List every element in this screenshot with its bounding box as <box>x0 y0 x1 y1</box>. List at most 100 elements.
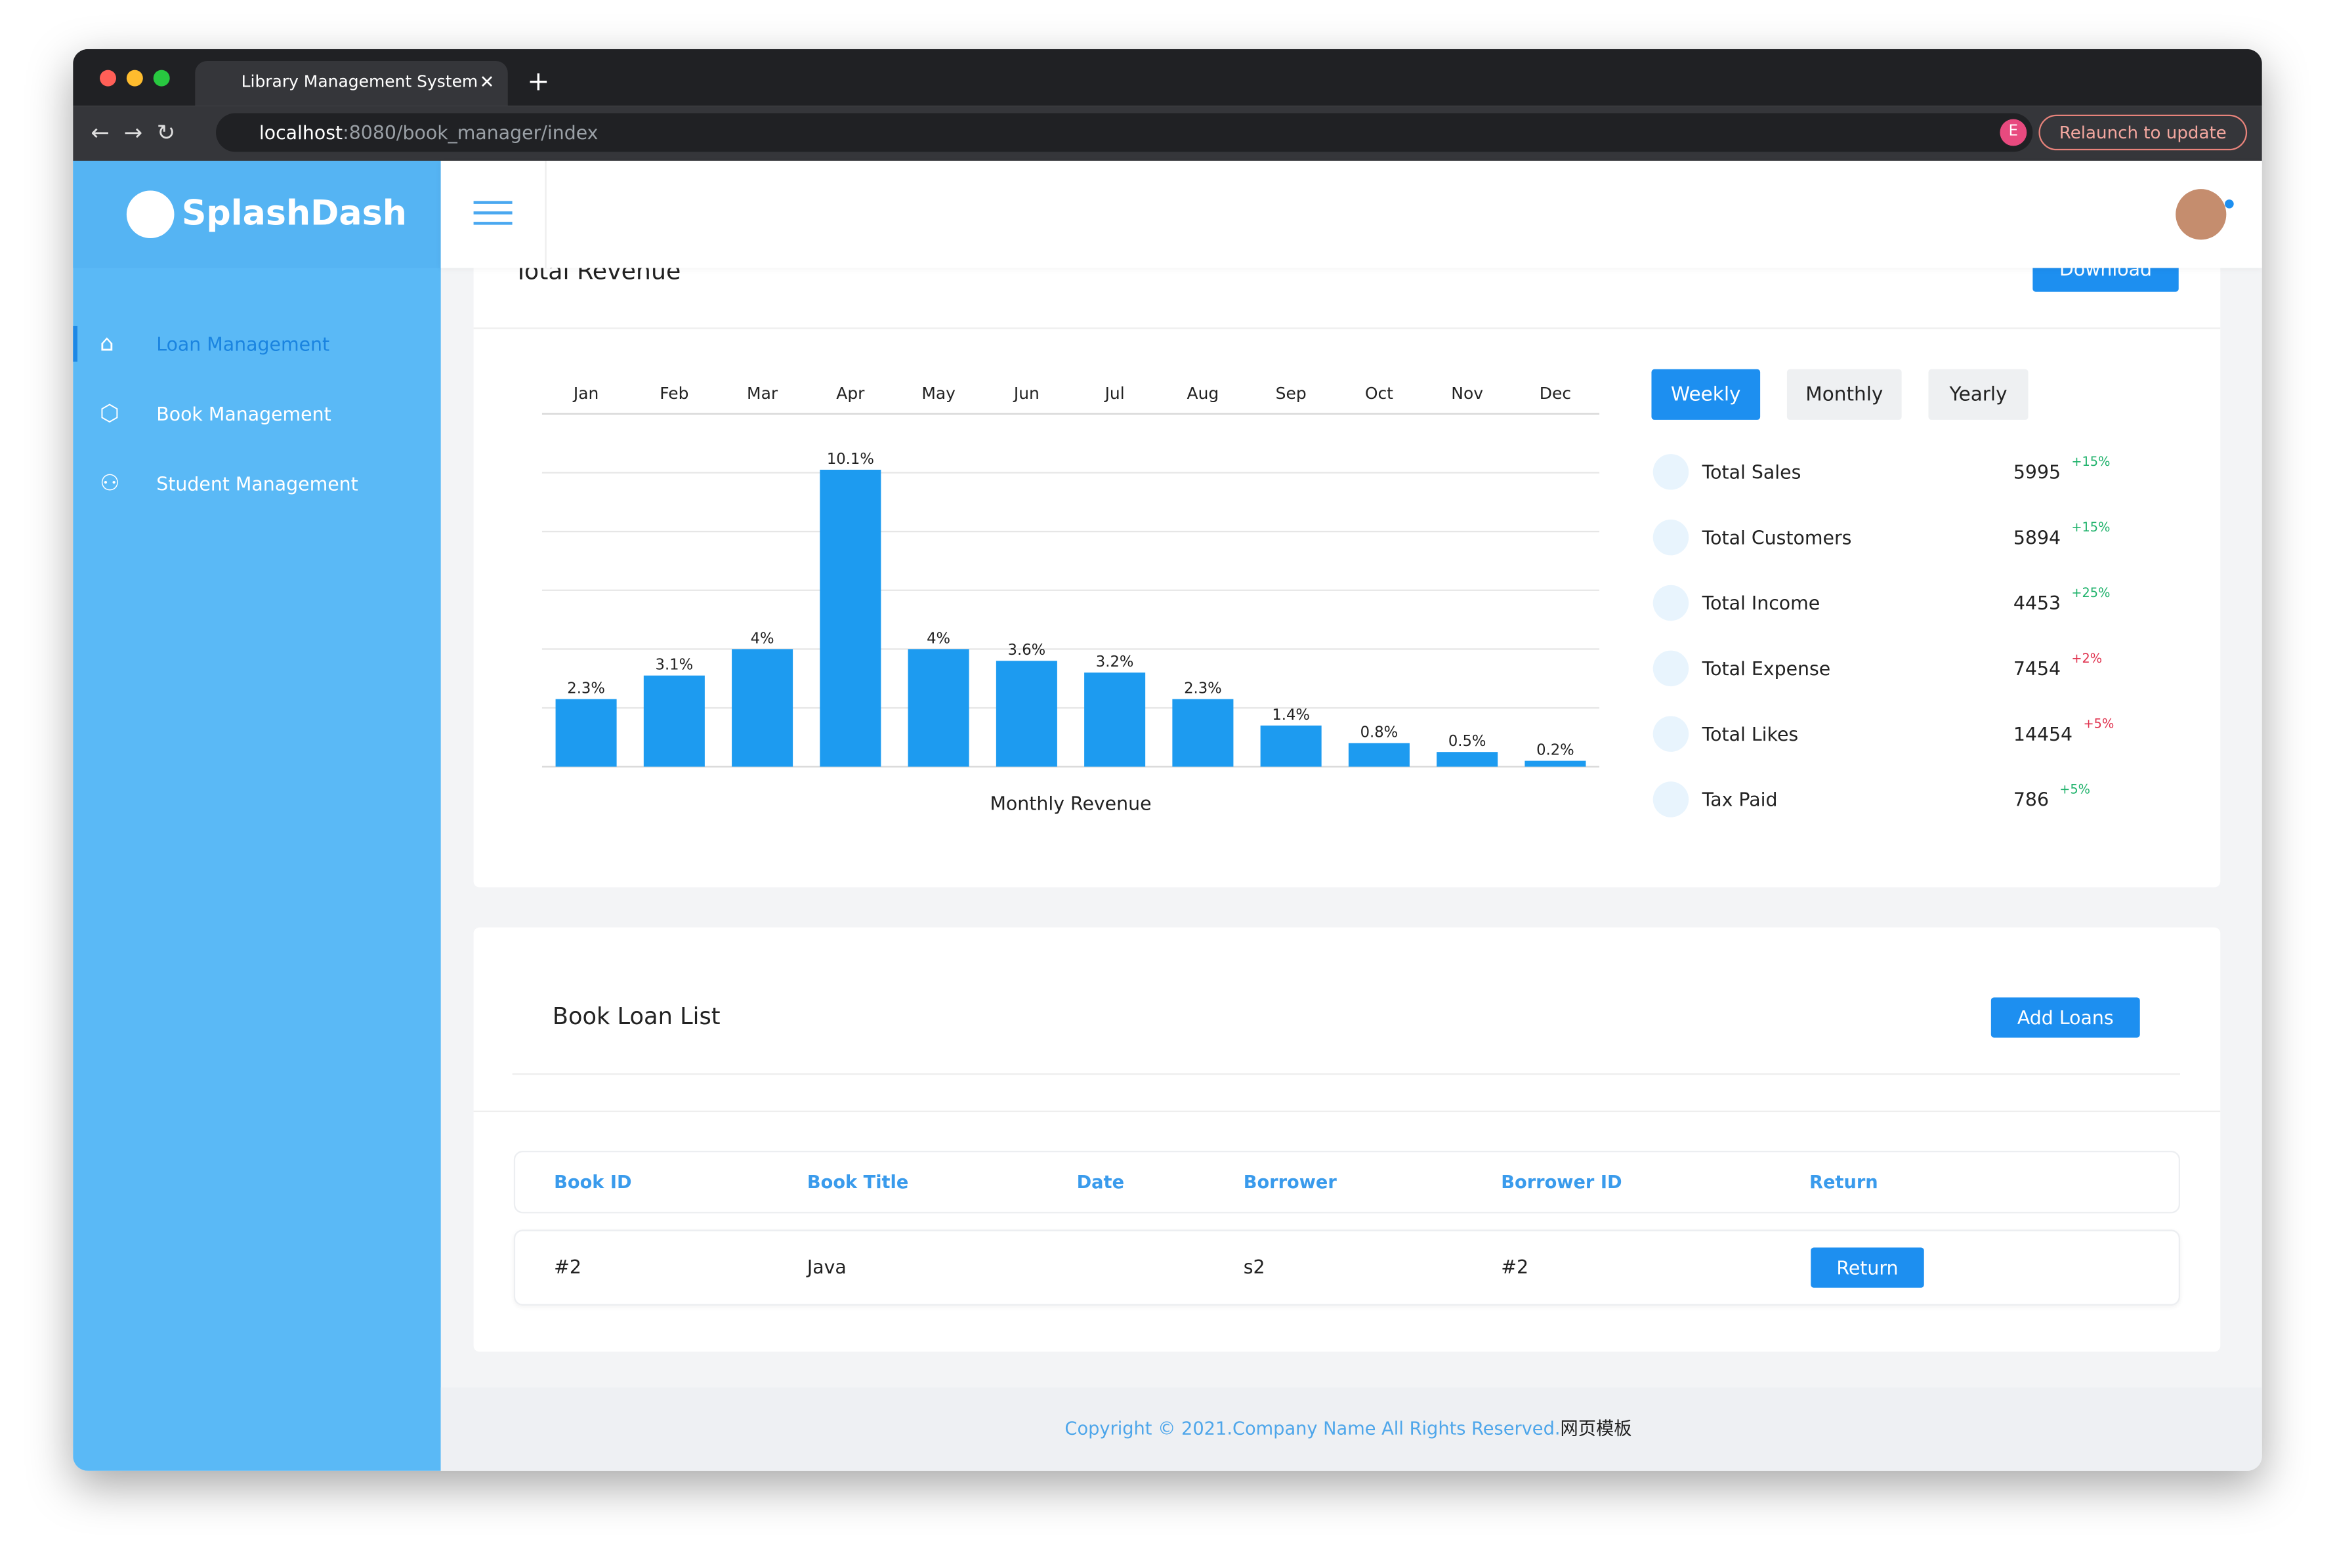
value-label: 2.3% <box>1184 680 1222 697</box>
stat-icon <box>1652 585 1689 621</box>
stat-value: 786 <box>2013 788 2050 811</box>
stat-icon <box>1652 650 1689 687</box>
x-tick-label: Jul <box>1104 384 1125 403</box>
logo-icon <box>126 190 175 239</box>
table-header-cell: Book ID <box>554 1171 632 1193</box>
menu-item[interactable]: Student Management <box>156 472 358 495</box>
table-header-cell: Book Title <box>807 1171 909 1193</box>
tab-close[interactable]: ✕ <box>479 71 495 93</box>
avatar[interactable] <box>2176 189 2227 240</box>
table-header <box>513 1151 2181 1214</box>
stat-change: +5% <box>2059 783 2090 798</box>
stat-icon <box>1652 454 1689 490</box>
divider <box>473 327 2221 329</box>
x-axis-label: Monthly Revenue <box>990 793 1151 814</box>
tab[interactable] <box>195 61 508 106</box>
value-label: 2.3% <box>567 680 605 697</box>
value-label: 3.1% <box>656 657 694 674</box>
url[interactable]: localhost:8080/book_manager/index <box>259 121 599 144</box>
url-field[interactable] <box>216 113 2033 152</box>
value-label: 0.5% <box>1448 733 1486 750</box>
tab-button[interactable]: Weekly <box>1651 369 1761 420</box>
copyright: Copyright © 2021.Company Name All Rights… <box>1064 1415 1631 1441</box>
footer-link[interactable]: 网页模板 <box>1560 1418 1632 1439</box>
divider <box>545 161 547 268</box>
url-path: :8080/book_manager/index <box>343 121 599 144</box>
table-row <box>513 1229 2181 1306</box>
x-tick-label: Jan <box>572 384 599 403</box>
x-tick-label: Apr <box>836 384 865 403</box>
tab-button[interactable]: Monthly <box>1786 369 1902 420</box>
stat-value: 14454 <box>2013 722 2073 745</box>
value-label: 10.1% <box>827 451 874 468</box>
x-tick-label: Jun <box>1013 384 1040 403</box>
table-cell: #2 <box>1501 1256 1529 1279</box>
stat-name: Total Likes <box>1702 722 1799 745</box>
copyright-text: Copyright © 2021.Company Name All Rights… <box>1064 1418 1561 1439</box>
card-title: Book Loan List <box>552 1003 721 1031</box>
return-button[interactable]: Return <box>1811 1247 1924 1288</box>
tab-title[interactable]: Library Management System <box>241 72 478 92</box>
new-tab[interactable]: + <box>527 66 550 98</box>
bar <box>1525 760 1586 767</box>
x-tick-label: Sep <box>1276 384 1307 403</box>
add-loans-button[interactable]: Add Loans <box>1990 997 2140 1038</box>
table-cell: #2 <box>554 1256 581 1279</box>
table-cell: s2 <box>1243 1256 1265 1279</box>
bar <box>1348 743 1410 767</box>
relaunch-button[interactable]: Relaunch to update <box>2038 114 2248 151</box>
x-tick-label: Oct <box>1365 384 1393 403</box>
window: Library Management System ✕ + ← → ↻ loca… <box>73 49 2262 1471</box>
stat-name: Total Expense <box>1702 657 1831 680</box>
stat-name: Tax Paid <box>1702 788 1778 811</box>
status-dot <box>2225 199 2234 209</box>
value-label: 0.8% <box>1360 724 1399 741</box>
menu-item[interactable]: Loan Management <box>156 333 330 356</box>
bar <box>1172 699 1234 767</box>
bar <box>1084 672 1146 767</box>
url-host: localhost <box>259 121 343 144</box>
menu-toggle[interactable] <box>473 201 513 225</box>
brand: SplashDash <box>181 195 407 234</box>
tab-button[interactable]: Yearly <box>1928 369 2029 420</box>
stat-icon <box>1652 781 1689 817</box>
value-label: 1.4% <box>1272 707 1310 724</box>
x-tick-label: Mar <box>747 384 778 403</box>
sidebar <box>73 161 441 1471</box>
traffic-lights <box>100 70 189 88</box>
menu-item[interactable]: Book Management <box>156 402 331 425</box>
stat-change: +15% <box>2071 455 2111 471</box>
stat-change: +15% <box>2071 521 2111 536</box>
bar <box>1437 752 1498 767</box>
x-tick-label: Nov <box>1451 384 1483 403</box>
bar <box>643 675 705 767</box>
stat-name: Total Sales <box>1702 461 1801 484</box>
x-tick-label: Dec <box>1540 384 1571 403</box>
footer <box>440 1387 2262 1471</box>
x-tick-label: Aug <box>1187 384 1219 403</box>
table-cell: Java <box>807 1256 847 1279</box>
nav-buttons[interactable]: ← → ↻ <box>91 119 176 146</box>
revenue-card <box>473 213 2221 888</box>
divider <box>512 1073 2181 1075</box>
bar <box>908 649 969 767</box>
x-tick-label: May <box>921 384 956 403</box>
stat-value: 5894 <box>2013 526 2061 549</box>
divider <box>473 1110 2221 1113</box>
value-label: 0.2% <box>1536 742 1574 759</box>
bar <box>996 661 1057 767</box>
top-header <box>440 161 2262 268</box>
stat-value: 5995 <box>2013 461 2061 484</box>
bar <box>555 699 617 767</box>
active-marker <box>73 325 77 362</box>
loans-card <box>473 927 2221 1352</box>
table-header-cell: Date <box>1076 1171 1125 1193</box>
profile[interactable]: E <box>2000 119 2027 146</box>
table-header-cell: Borrower ID <box>1501 1171 1622 1193</box>
stat-value: 7454 <box>2013 657 2061 680</box>
value-label: 3.2% <box>1096 653 1134 671</box>
stat-name: Total Income <box>1702 591 1820 615</box>
stat-change: +2% <box>2071 651 2103 667</box>
